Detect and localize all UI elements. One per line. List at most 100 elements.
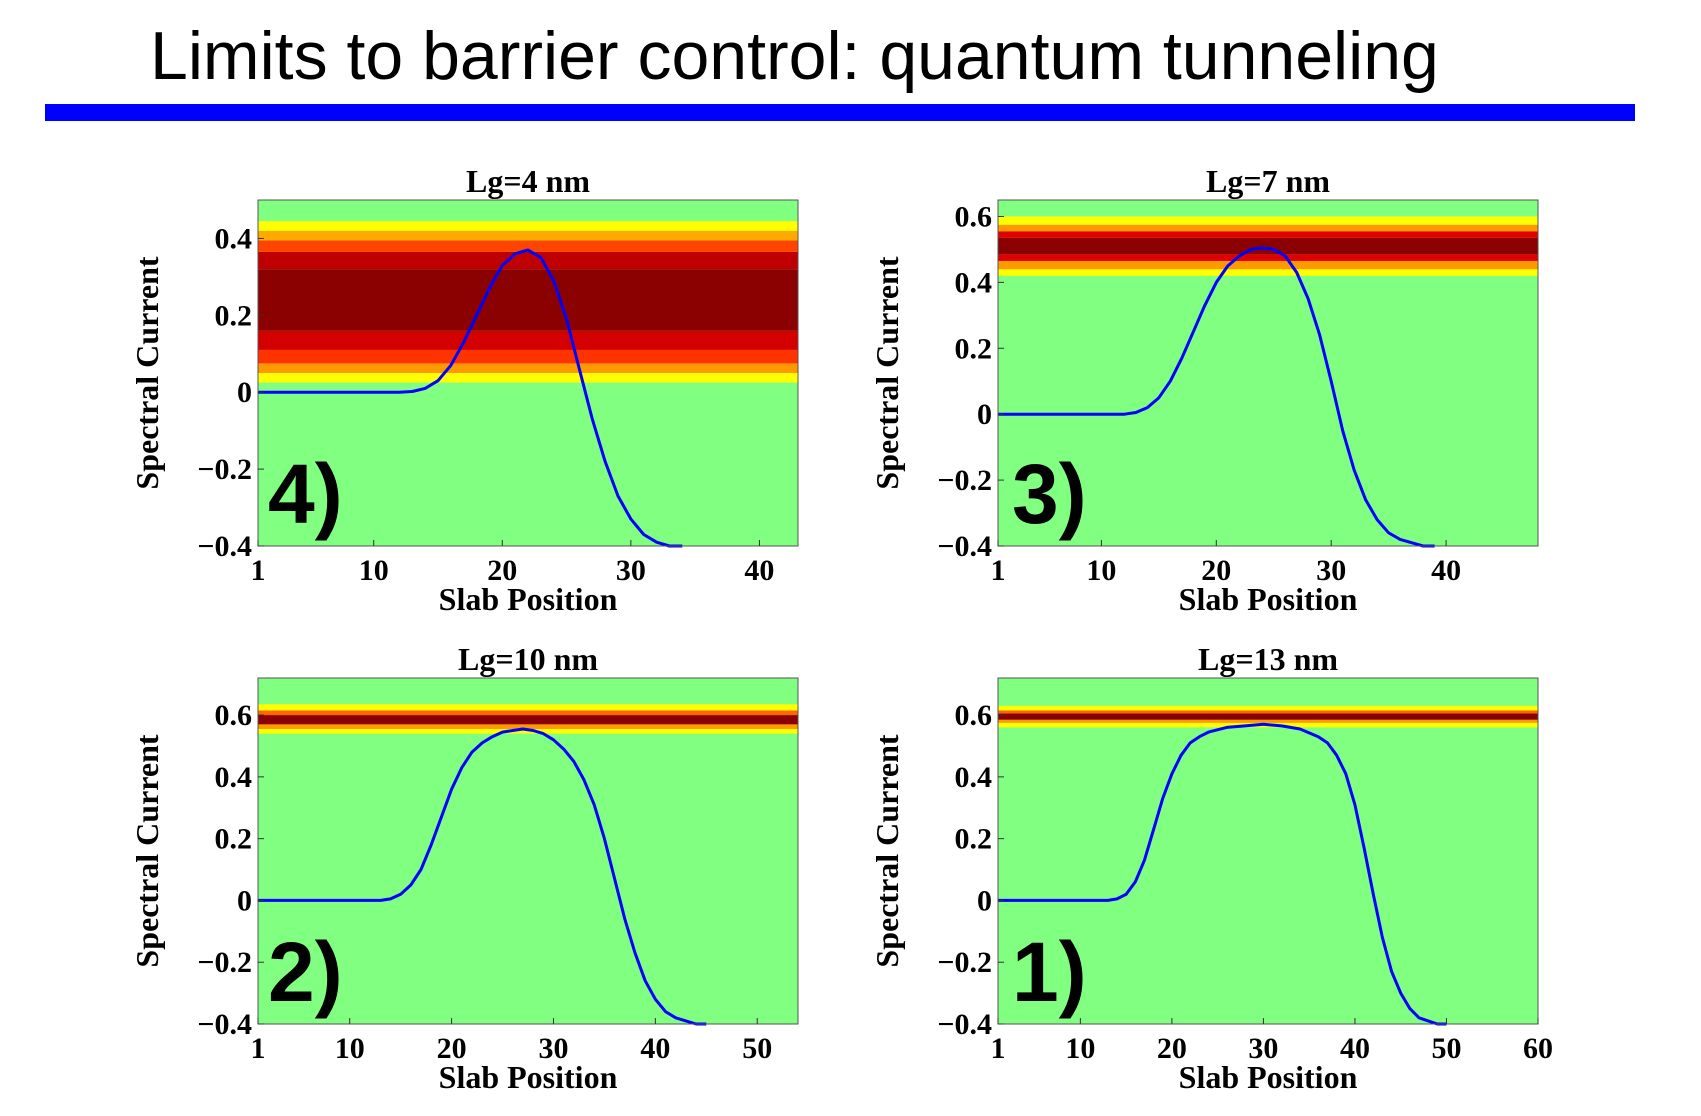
x-axis-label: Slab Position (1179, 1059, 1358, 1095)
x-axis-label: Slab Position (1179, 581, 1358, 617)
heatmap-band (998, 719, 1538, 723)
heatmap-band (998, 713, 1538, 720)
x-tick-label: 10 (1065, 1032, 1095, 1065)
y-tick-label: 0.4 (215, 222, 253, 255)
y-tick-label: −0.4 (937, 530, 992, 563)
y-tick-label: −0.4 (937, 1008, 992, 1041)
heatmap-band (998, 216, 1538, 225)
plot-background (258, 678, 798, 1024)
heatmap-band (258, 715, 798, 725)
chart-title: Lg=4 nm (466, 163, 590, 199)
y-tick-label: −0.2 (937, 946, 992, 979)
barrier-line (998, 722, 1447, 1026)
x-tick-label: 20 (487, 554, 517, 587)
plot-frame (257, 677, 799, 1025)
x-tick-label: 40 (640, 1032, 670, 1065)
heatmap-band (258, 728, 798, 734)
x-tick-label: 40 (744, 554, 774, 587)
y-tick-label: 0 (237, 884, 252, 917)
x-tick-label: 60 (1523, 1032, 1553, 1065)
y-tick-label: 0.2 (215, 299, 253, 332)
y-tick-label: 0.6 (955, 699, 993, 732)
x-tick-label: 1 (991, 1032, 1006, 1065)
plot-frame (997, 677, 1539, 1025)
panel-label-3: 3) (1012, 447, 1087, 541)
heatmap-band (258, 349, 798, 364)
heatmap-band (998, 231, 1538, 238)
chart-panel-3: 0.6 0.4 0.2 0 −0.2 −0.41 10 20 30 40 Lg=7 nm Slab P… (869, 163, 1539, 617)
x-tick-label: 30 (1316, 554, 1346, 587)
heatmap-band (998, 269, 1538, 276)
heatmap-band (258, 240, 798, 252)
barrier-line (998, 246, 1435, 548)
chart-title: Lg=7 nm (1206, 163, 1330, 199)
heatmap-band (258, 230, 798, 241)
y-tick-label: −0.4 (197, 530, 252, 563)
heatmap-band (998, 254, 1538, 261)
title-divider (45, 104, 1635, 121)
y-axis-label: Spectral Current (129, 256, 165, 489)
heatmap-band (998, 710, 1538, 714)
y-tick-label: −0.4 (197, 1008, 252, 1041)
chart-panel-1: 0.6 0.4 0.2 0 −0.2 −0.41 10 20 30 40 50 60 Lg=13 nm S… (869, 641, 1553, 1095)
barrier-line (258, 248, 683, 548)
x-tick-label: 50 (1431, 1032, 1461, 1065)
x-tick-label: 1 (251, 554, 266, 587)
x-tick-label: 10 (335, 1032, 365, 1065)
chart-panel-2: 0.6 0.4 0.2 0 −0.2 −0.41 10 20 30 40 50 Lg=10 nm Sla… (129, 641, 799, 1095)
heatmap-band (258, 269, 798, 331)
heatmap-band (258, 363, 798, 373)
y-tick-label: 0.4 (955, 266, 993, 299)
y-axis-label: Spectral Current (869, 734, 905, 967)
x-tick-label: 1 (991, 554, 1006, 587)
plot-frame (257, 199, 799, 547)
panel-label-4: 4) (268, 447, 343, 541)
y-axis-label: Spectral Current (129, 734, 165, 967)
heatmap-band (258, 373, 798, 383)
x-tick-label: 40 (1340, 1032, 1370, 1065)
plot-background (998, 678, 1538, 1024)
chart-title: Lg=10 nm (458, 641, 598, 677)
x-tick-label: 10 (359, 554, 389, 587)
y-tick-label: 0 (977, 398, 992, 431)
x-tick-label: 30 (538, 1032, 568, 1065)
y-tick-label: 0.2 (215, 823, 253, 856)
heatmap-band (998, 224, 1538, 232)
y-tick-label: −0.2 (937, 464, 992, 497)
x-tick-label: 40 (1431, 554, 1461, 587)
chart-title: Lg=13 nm (1198, 641, 1338, 677)
y-tick-label: −0.2 (197, 453, 252, 486)
x-tick-label: 50 (742, 1032, 772, 1065)
panel-label-2: 2) (268, 925, 343, 1019)
y-tick-label: 0.4 (215, 761, 253, 794)
heatmap-band (258, 724, 798, 729)
x-tick-label: 1 (251, 1032, 266, 1065)
heatmap-band (258, 221, 798, 231)
y-tick-label: 0.6 (955, 200, 993, 233)
x-tick-label: 30 (616, 554, 646, 587)
x-tick-label: 30 (1248, 1032, 1278, 1065)
heatmap-band (258, 330, 798, 350)
y-tick-label: −0.2 (197, 946, 252, 979)
y-tick-label: 0 (977, 884, 992, 917)
y-tick-label: 0.2 (955, 823, 993, 856)
heatmap-band (998, 237, 1538, 255)
x-tick-label: 10 (1086, 554, 1116, 587)
x-axis-label: Slab Position (439, 1059, 618, 1095)
barrier-line (258, 727, 707, 1026)
x-axis-label: Slab Position (439, 581, 618, 617)
heatmap-band (258, 251, 798, 270)
heatmap-band (258, 710, 798, 716)
y-tick-label: 0.2 (955, 332, 993, 365)
plot-frame (997, 199, 1539, 547)
panel-label-1: 1) (1012, 925, 1087, 1019)
y-tick-label: 0.4 (955, 761, 993, 794)
heatmap-band (998, 260, 1538, 270)
heatmap-band (258, 704, 798, 711)
heatmap-band (998, 705, 1538, 711)
x-tick-label: 20 (1201, 554, 1231, 587)
y-axis-label: Spectral Current (869, 256, 905, 489)
y-tick-label: 0.6 (215, 699, 253, 732)
x-tick-label: 20 (1157, 1032, 1187, 1065)
y-tick-label: 0 (237, 376, 252, 409)
